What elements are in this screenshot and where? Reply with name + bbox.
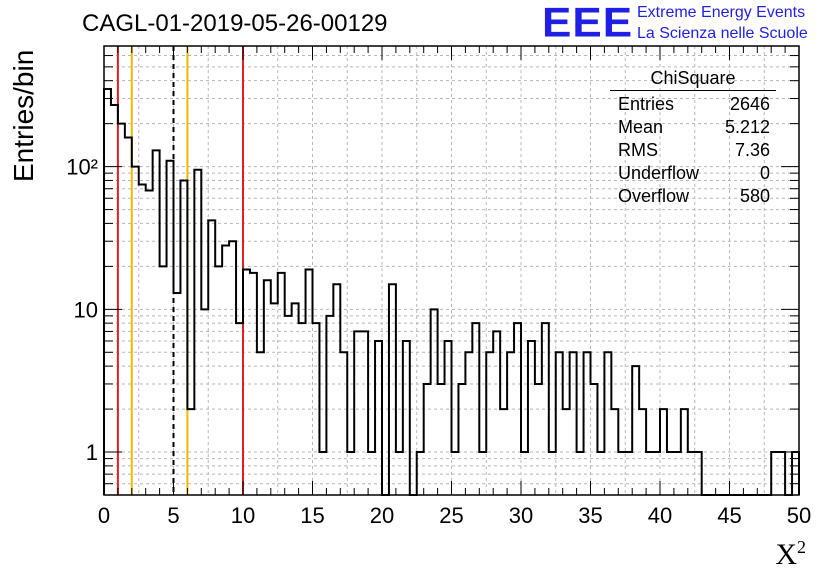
x-tick-label: 35 (578, 503, 602, 528)
stats-label: Mean (618, 117, 664, 137)
stats-value: 7.36 (734, 140, 770, 160)
stats-row-entries: Entries 2646 (610, 93, 776, 116)
stats-label: RMS (618, 140, 658, 160)
x-tick-label: 10 (231, 503, 255, 528)
logo-letters: EEE (542, 0, 634, 46)
stats-row-overflow: Overflow 580 (610, 185, 776, 208)
stats-value: 5.212 (724, 117, 770, 137)
stats-row-rms: RMS 7.36 (610, 139, 776, 162)
stats-row-mean: Mean 5.212 (610, 116, 776, 139)
y-axis-label: Entries/bin (8, 49, 39, 182)
x-tick-label: 20 (370, 503, 394, 528)
x-tick-label: 30 (509, 503, 533, 528)
y-tick-label: 10² (66, 155, 98, 180)
stats-row-underflow: Underflow 0 (610, 162, 776, 185)
stats-label: Underflow (618, 163, 700, 183)
x-tick-label: 45 (717, 503, 741, 528)
x-tick-label: 25 (439, 503, 463, 528)
x-tick-label: 5 (167, 503, 179, 528)
stats-title: ChiSquare (610, 68, 776, 91)
logo-line-2: La Scienza nelle Scuole (637, 25, 808, 42)
x-tick-label: 40 (648, 503, 672, 528)
x-tick-label: 15 (300, 503, 324, 528)
x-tick-label: 0 (98, 503, 110, 528)
logo-line-1: Extreme Energy Events (637, 4, 806, 21)
stats-label: Entries (618, 94, 675, 114)
x-tick-label: 50 (787, 503, 811, 528)
y-tick-label: 10 (74, 297, 98, 322)
stats-value: 580 (739, 186, 770, 206)
stats-box: ChiSquare Entries 2646 Mean 5.212 RMS 7.… (610, 68, 776, 208)
eee-logo: EEE Extreme Energy Events La Scienza nel… (542, 0, 834, 46)
y-tick-label: 1 (86, 440, 98, 465)
chart-title: CAGL-01-2019-05-26-00129 (82, 10, 388, 37)
x-axis-label: X2 (775, 537, 806, 571)
histogram-outline (103, 87, 800, 496)
stats-value: 2646 (729, 94, 770, 114)
stats-value: 0 (759, 163, 770, 183)
stats-label: Overflow (618, 186, 690, 206)
